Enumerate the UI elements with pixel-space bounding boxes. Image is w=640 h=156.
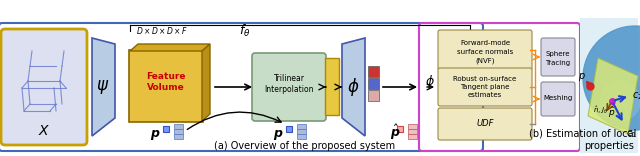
Text: $\hat{\boldsymbol{p}}$: $\hat{\boldsymbol{p}}$ [390, 123, 400, 142]
Text: Tracing: Tracing [545, 60, 571, 66]
Text: (NVF): (NVF) [476, 58, 495, 64]
FancyBboxPatch shape [296, 129, 305, 134]
Text: (b) Estimation of local geometric
properties: (b) Estimation of local geometric proper… [529, 129, 640, 151]
FancyBboxPatch shape [173, 134, 182, 139]
FancyBboxPatch shape [541, 38, 575, 76]
Polygon shape [130, 44, 210, 51]
Polygon shape [92, 38, 115, 136]
FancyBboxPatch shape [408, 129, 417, 134]
Text: $c_1$: $c_1$ [626, 128, 637, 140]
FancyBboxPatch shape [541, 82, 575, 116]
FancyBboxPatch shape [1, 29, 87, 145]
Text: Sphere: Sphere [546, 51, 570, 57]
Text: Feature
Volume: Feature Volume [147, 72, 186, 92]
Text: Meshing: Meshing [543, 95, 573, 101]
FancyBboxPatch shape [438, 68, 532, 106]
FancyBboxPatch shape [580, 18, 638, 153]
FancyBboxPatch shape [252, 53, 326, 121]
Circle shape [600, 81, 640, 121]
FancyBboxPatch shape [367, 66, 378, 76]
Polygon shape [342, 38, 365, 136]
Text: $\hat{n},J_\theta$: $\hat{n},J_\theta$ [593, 104, 607, 116]
Text: $f_\theta$: $f_\theta$ [239, 23, 251, 39]
FancyBboxPatch shape [408, 134, 417, 139]
FancyBboxPatch shape [129, 50, 203, 122]
Text: estimates: estimates [468, 92, 502, 98]
FancyBboxPatch shape [408, 124, 417, 129]
Text: Tangent plane: Tangent plane [460, 84, 509, 90]
Polygon shape [202, 44, 210, 121]
Text: $c_2$: $c_2$ [632, 90, 640, 102]
Text: Robust on-surface: Robust on-surface [453, 76, 516, 82]
Text: $\boldsymbol{p}$: $\boldsymbol{p}$ [273, 128, 284, 142]
Text: Trilinear
Interpolation: Trilinear Interpolation [264, 74, 314, 94]
Text: $X$: $X$ [38, 124, 50, 138]
FancyBboxPatch shape [367, 90, 378, 100]
Text: $\phi$: $\phi$ [347, 76, 359, 98]
Text: $\boldsymbol{p}$: $\boldsymbol{p}$ [150, 128, 160, 142]
Text: (a) Overview of the proposed system: (a) Overview of the proposed system [214, 141, 396, 151]
FancyBboxPatch shape [438, 108, 532, 140]
Text: $\hat{p}$: $\hat{p}$ [609, 105, 616, 120]
Text: surface normals: surface normals [457, 49, 513, 55]
Circle shape [583, 26, 640, 130]
FancyBboxPatch shape [296, 134, 305, 139]
Polygon shape [588, 58, 638, 134]
FancyBboxPatch shape [438, 30, 532, 70]
Text: $p$: $p$ [578, 71, 586, 83]
FancyBboxPatch shape [173, 124, 182, 129]
FancyBboxPatch shape [367, 78, 378, 88]
Text: $\psi$: $\psi$ [97, 78, 109, 96]
FancyBboxPatch shape [173, 129, 182, 134]
Text: UDF: UDF [476, 119, 493, 127]
Text: $\phi$: $\phi$ [425, 73, 435, 90]
Text: Forward-mode: Forward-mode [460, 40, 510, 46]
FancyBboxPatch shape [296, 124, 305, 129]
FancyBboxPatch shape [325, 58, 339, 115]
Text: $D \times D \times D \times F$: $D \times D \times D \times F$ [136, 25, 188, 36]
